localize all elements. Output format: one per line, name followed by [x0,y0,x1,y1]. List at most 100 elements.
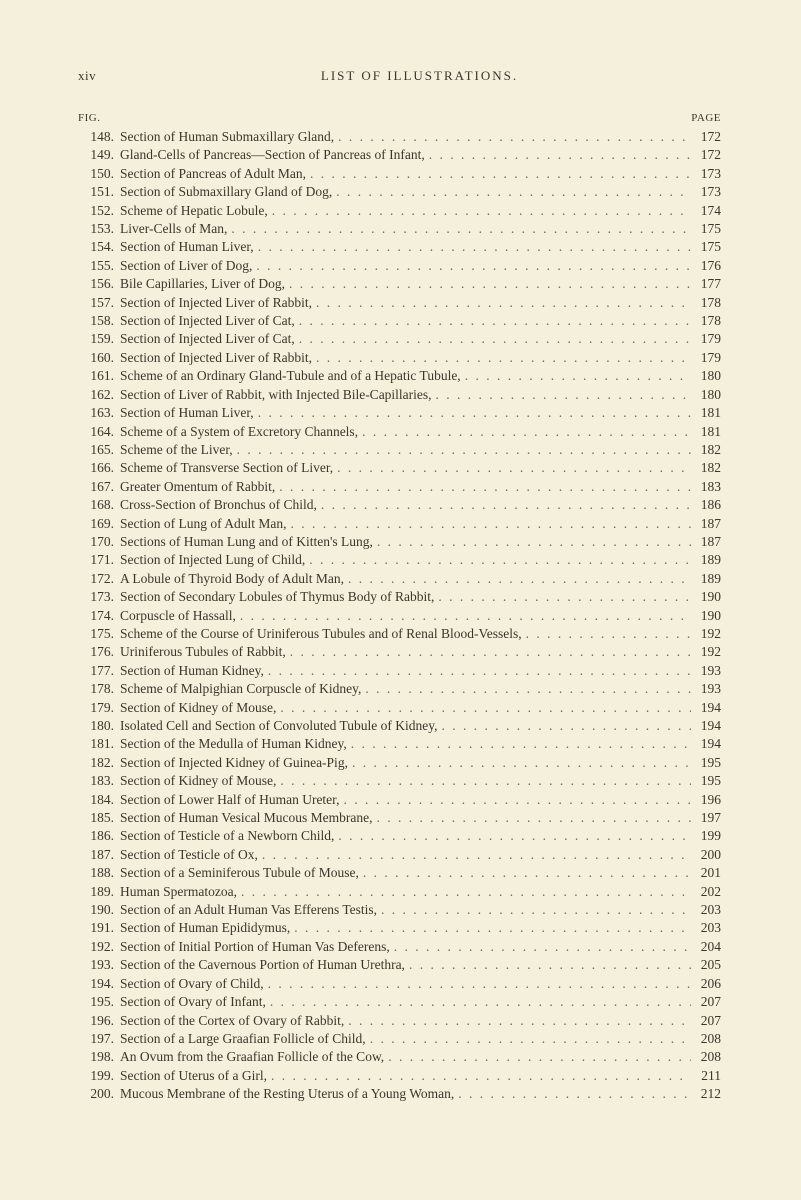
entry-page: 196 [691,791,721,809]
column-headers: FIG. PAGE [78,112,721,124]
entry-page: 197 [691,809,721,827]
list-entry: 183.Section of Kidney of Mouse,195 [78,772,721,790]
list-entry: 189.Human Spermatozoa,202 [78,883,721,901]
column-header-fig: FIG. [78,112,112,124]
dot-leader [461,367,691,385]
entry-page: 190 [691,607,721,625]
dot-leader [332,183,691,201]
list-entry: 163.Section of Human Liver, 181 [78,404,721,422]
list-entry: 185.Section of Human Vesical Mucous Memb… [78,809,721,827]
entry-number: 177. [78,662,120,680]
dot-leader [312,349,691,367]
entry-title: Section of Testicle of Ox, [120,846,258,864]
entry-title: Scheme of Malpighian Corpuscle of Kidney… [120,680,361,698]
entry-page: 211 [691,1067,721,1085]
dot-leader [340,791,691,809]
entry-page: 181 [691,404,721,422]
dot-leader [267,1067,691,1085]
list-entry: 164.Scheme of a System of Excretory Chan… [78,423,721,441]
list-entry: 190.Section of an Adult Human Vas Effere… [78,901,721,919]
dot-leader [344,1012,691,1030]
entry-title: Scheme of the Liver, [120,441,233,459]
dot-leader [305,551,691,569]
entry-number: 173. [78,588,120,606]
dot-leader [432,386,691,404]
entry-title: Section of Pancreas of Adult Man, [120,165,306,183]
entry-title: Mucous Membrane of the Resting Uterus of… [120,1085,454,1103]
dot-leader [227,220,691,238]
entry-title: Section of Secondary Lobules of Thymus B… [120,588,434,606]
entry-number: 192. [78,938,120,956]
entry-page: 194 [691,699,721,717]
entry-page: 189 [691,551,721,569]
list-entry: 152.Scheme of Hepatic Lobule,174 [78,202,721,220]
entry-number: 199. [78,1067,120,1085]
entry-page: 203 [691,919,721,937]
dot-leader [347,735,691,753]
entry-number: 164. [78,423,120,441]
list-entry: 184.Section of Lower Half of Human Urete… [78,791,721,809]
entry-number: 185. [78,809,120,827]
entry-title: Section of Human Liver, [120,404,254,422]
entry-page: 178 [691,312,721,330]
entry-number: 148. [78,128,120,146]
entry-number: 161. [78,367,120,385]
entry-number: 163. [78,404,120,422]
entry-title: Section of Injected Liver of Rabbit, [120,349,312,367]
dot-leader [437,717,691,735]
entry-number: 162. [78,386,120,404]
entry-title: Section of Initial Portion of Human Vas … [120,938,390,956]
entry-title: Section of Ovary of Infant, [120,993,266,1011]
entry-page: 193 [691,662,721,680]
dot-leader [290,919,691,937]
list-entry: 197.Section of a Large Graafian Follicle… [78,1030,721,1048]
dot-leader [276,772,691,790]
list-entry: 171.Section of Injected Lung of Child,18… [78,551,721,569]
dot-leader [366,1030,691,1048]
entry-title: Section of a Seminiferous Tubule of Mous… [120,864,359,882]
entry-title: Scheme of Transverse Section of Liver, [120,459,333,477]
entry-page: 193 [691,680,721,698]
entry-number: 190. [78,901,120,919]
entry-page: 187 [691,533,721,551]
entry-number: 184. [78,791,120,809]
entry-title: Section of Kidney of Mouse, [120,699,276,717]
dot-leader [384,1048,691,1066]
list-entry: 169.Section of Lung of Adult Man,187 [78,515,721,533]
entry-page: 195 [691,754,721,772]
entry-title: Gland-Cells of Pancreas—Section of Pancr… [120,146,425,164]
dot-leader [334,827,691,845]
entry-number: 174. [78,607,120,625]
entry-page: 194 [691,735,721,753]
entry-number: 149. [78,146,120,164]
list-entry: 161.Scheme of an Ordinary Gland-Tubule a… [78,367,721,385]
entry-number: 175. [78,625,120,643]
entry-number: 171. [78,551,120,569]
entry-number: 151. [78,183,120,201]
entry-title: Scheme of an Ordinary Gland-Tubule and o… [120,367,461,385]
entry-title: Section of the Cavernous Portion of Huma… [120,956,405,974]
entry-page: 207 [691,1012,721,1030]
entry-title: Liver-Cells of Man, [120,220,227,238]
list-entry: 178.Scheme of Malpighian Corpuscle of Ki… [78,680,721,698]
entry-page: 212 [691,1085,721,1103]
entry-page: 208 [691,1048,721,1066]
list-entry: 193.Section of the Cavernous Portion of … [78,956,721,974]
entry-number: 197. [78,1030,120,1048]
entry-page: 207 [691,993,721,1011]
entry-title: Human Spermatozoa, [120,883,237,901]
list-entry: 194.Section of Ovary of Child,206 [78,975,721,993]
list-entry: 177.Section of Human Kidney,193 [78,662,721,680]
entry-number: 196. [78,1012,120,1030]
entry-page: 176 [691,257,721,275]
entry-number: 194. [78,975,120,993]
dot-leader [286,515,691,533]
entry-title: Scheme of the Course of Uriniferous Tubu… [120,625,522,643]
dot-leader [344,570,691,588]
list-entry: 172.A Lobule of Thyroid Body of Adult Ma… [78,570,721,588]
list-entry: 165.Scheme of the Liver,182 [78,441,721,459]
dot-leader [266,993,691,1011]
entry-title: Cross-Section of Bronchus of Child, [120,496,317,514]
entry-title: Isolated Cell and Section of Convoluted … [120,717,437,735]
entry-page: 182 [691,459,721,477]
